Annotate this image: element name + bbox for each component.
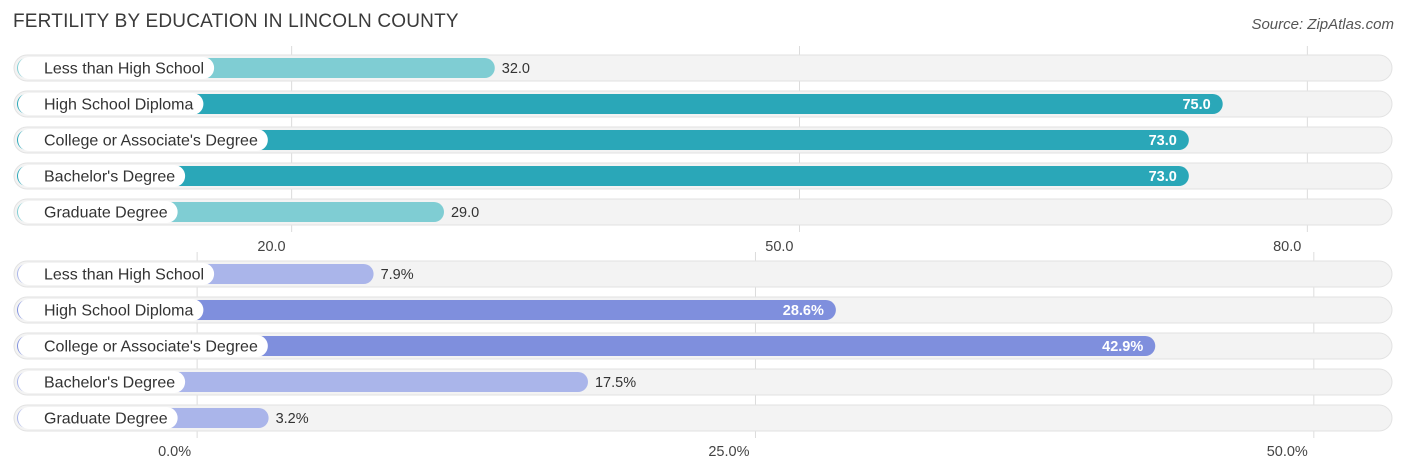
category-label-bg	[18, 299, 204, 321]
bar[interactable]	[17, 94, 1223, 114]
source-note: Source: ZipAtlas.com	[1251, 16, 1394, 33]
category-label: High School Diploma	[44, 303, 194, 320]
tick-label: 0.0%	[158, 444, 191, 460]
category-label: Bachelor's Degree	[44, 169, 175, 186]
value-label: 73.0	[1149, 133, 1177, 149]
category-label-bg	[18, 371, 186, 393]
chart-title: FERTILITY BY EDUCATION IN LINCOLN COUNTY	[13, 11, 459, 32]
tick-label: 20.0	[257, 239, 285, 255]
category-label: Graduate Degree	[44, 411, 168, 428]
bar[interactable]	[17, 166, 1189, 186]
tick-label: 25.0%	[708, 444, 749, 460]
category-label: Bachelor's Degree	[44, 375, 175, 392]
tick-label: 80.0	[1273, 239, 1301, 255]
category-label-bg	[18, 129, 268, 151]
value-label: 29.0	[451, 205, 479, 221]
bar[interactable]	[17, 300, 836, 320]
category-label: College or Associate's Degree	[44, 339, 258, 356]
bar[interactable]	[17, 336, 1156, 356]
value-label: 3.2%	[276, 411, 309, 427]
value-label: 17.5%	[595, 375, 636, 391]
category-label: Graduate Degree	[44, 205, 168, 222]
category-label-bg	[18, 93, 204, 115]
value-label: 7.9%	[381, 267, 414, 283]
category-label: College or Associate's Degree	[44, 133, 258, 150]
bar[interactable]	[17, 130, 1189, 150]
category-label: Less than High School	[44, 61, 204, 78]
tick-label: 50.0%	[1267, 444, 1308, 460]
category-label: High School Diploma	[44, 97, 194, 114]
value-label: 42.9%	[1102, 339, 1143, 355]
category-label-bg	[18, 57, 215, 79]
category-label-bg	[18, 165, 186, 187]
value-label: 75.0	[1182, 97, 1210, 113]
bar-track	[13, 404, 1393, 432]
tick-label: 50.0	[765, 239, 793, 255]
value-label: 32.0	[502, 61, 530, 77]
category-label-bg	[18, 263, 215, 285]
category-label: Less than High School	[44, 267, 204, 284]
value-label: 73.0	[1149, 169, 1177, 185]
category-label-bg	[18, 201, 178, 223]
category-label-bg	[18, 407, 178, 429]
value-label: 28.6%	[783, 303, 824, 319]
category-label-bg	[18, 335, 268, 357]
